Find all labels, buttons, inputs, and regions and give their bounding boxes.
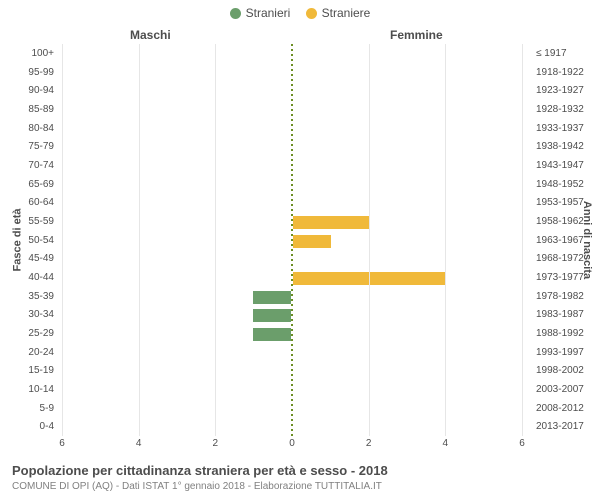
age-label: 30-34 xyxy=(0,305,58,324)
birth-year-label: 1983-1987 xyxy=(532,305,600,324)
age-label: 20-24 xyxy=(0,343,58,362)
x-tick-label: 2 xyxy=(213,438,219,449)
birth-year-label: 1923-1927 xyxy=(532,81,600,100)
birth-year-label: 1943-1947 xyxy=(532,156,600,175)
section-label-male: Maschi xyxy=(130,28,171,42)
legend-label-female: Straniere xyxy=(322,6,371,20)
age-label: 50-54 xyxy=(0,231,58,250)
legend-item-female: Straniere xyxy=(306,6,371,20)
birth-year-label: 1948-1952 xyxy=(532,175,600,194)
chart-title: Popolazione per cittadinanza straniera p… xyxy=(12,462,388,480)
footer: Popolazione per cittadinanza straniera p… xyxy=(12,462,388,494)
plot-area xyxy=(62,44,522,436)
x-tick-label: 2 xyxy=(366,438,372,449)
birth-year-label: 2008-2012 xyxy=(532,399,600,418)
birth-year-label: ≤ 1917 xyxy=(532,44,600,63)
bar-female xyxy=(292,215,371,230)
gridline xyxy=(215,44,216,436)
legend-item-male: Stranieri xyxy=(230,6,291,20)
y-axis-right-labels: ≤ 19171918-19221923-19271928-19321933-19… xyxy=(532,44,600,436)
birth-year-label: 1988-1992 xyxy=(532,324,600,343)
legend: Stranieri Straniere xyxy=(0,6,600,22)
y-axis-left-labels: 100+95-9990-9485-8980-8475-7970-7465-696… xyxy=(0,44,58,436)
age-label: 5-9 xyxy=(0,399,58,418)
birth-year-label: 1938-1942 xyxy=(532,137,600,156)
birth-year-label: 1998-2002 xyxy=(532,361,600,380)
population-pyramid-chart: Stranieri Straniere Maschi Femmine Fasce… xyxy=(0,0,600,500)
age-label: 55-59 xyxy=(0,212,58,231)
chart-subtitle: COMUNE DI OPI (AQ) - Dati ISTAT 1° genna… xyxy=(12,480,388,494)
birth-year-label: 1933-1937 xyxy=(532,119,600,138)
x-axis-ticks: 6 4 2 0 2 4 6 xyxy=(62,438,522,452)
x-tick-label: 4 xyxy=(136,438,142,449)
age-label: 85-89 xyxy=(0,100,58,119)
gridline xyxy=(445,44,446,436)
age-label: 15-19 xyxy=(0,361,58,380)
age-label: 95-99 xyxy=(0,63,58,82)
legend-swatch-female xyxy=(306,8,317,19)
gridline xyxy=(369,44,370,436)
age-label: 75-79 xyxy=(0,137,58,156)
section-label-female: Femmine xyxy=(390,28,443,42)
age-label: 25-29 xyxy=(0,324,58,343)
birth-year-label: 1963-1967 xyxy=(532,231,600,250)
age-label: 70-74 xyxy=(0,156,58,175)
age-label: 60-64 xyxy=(0,193,58,212)
birth-year-label: 1978-1982 xyxy=(532,287,600,306)
bar-male xyxy=(252,308,292,323)
x-tick-label: 4 xyxy=(443,438,449,449)
age-label: 35-39 xyxy=(0,287,58,306)
legend-swatch-male xyxy=(230,8,241,19)
age-label: 10-14 xyxy=(0,380,58,399)
birth-year-label: 1973-1977 xyxy=(532,268,600,287)
age-label: 100+ xyxy=(0,44,58,63)
age-label: 40-44 xyxy=(0,268,58,287)
age-label: 80-84 xyxy=(0,119,58,138)
gridline xyxy=(139,44,140,436)
x-tick-label: 6 xyxy=(519,438,525,449)
bar-female xyxy=(292,271,447,286)
gridline xyxy=(522,44,523,436)
age-label: 65-69 xyxy=(0,175,58,194)
bar-male xyxy=(252,290,292,305)
birth-year-label: 1918-1922 xyxy=(532,63,600,82)
birth-year-label: 1968-1972 xyxy=(532,249,600,268)
birth-year-label: 2013-2017 xyxy=(532,417,600,436)
legend-label-male: Stranieri xyxy=(246,6,291,20)
age-label: 90-94 xyxy=(0,81,58,100)
birth-year-label: 1993-1997 xyxy=(532,343,600,362)
birth-year-label: 2003-2007 xyxy=(532,380,600,399)
age-label: 0-4 xyxy=(0,417,58,436)
x-tick-label: 6 xyxy=(59,438,65,449)
gridline xyxy=(62,44,63,436)
birth-year-label: 1958-1962 xyxy=(532,212,600,231)
age-label: 45-49 xyxy=(0,249,58,268)
birth-year-label: 1953-1957 xyxy=(532,193,600,212)
birth-year-label: 1928-1932 xyxy=(532,100,600,119)
bar-female xyxy=(292,234,332,249)
x-tick-label: 0 xyxy=(289,438,295,449)
bar-male xyxy=(252,327,292,342)
